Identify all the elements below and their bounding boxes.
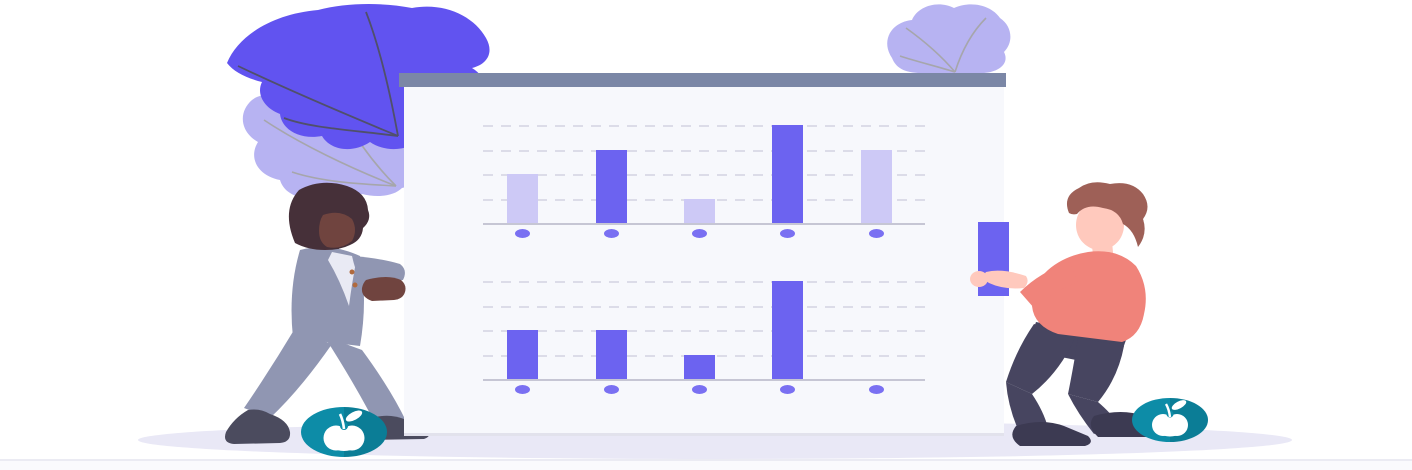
chart-bar: [771, 281, 803, 379]
board-bottom-shadow: [404, 433, 1004, 436]
axis-tick-dot: [691, 229, 707, 238]
axis-tick-dot: [691, 385, 707, 394]
apple-stem: [338, 413, 346, 430]
chart-bar: [506, 330, 538, 379]
axis-tick-dot: [514, 229, 530, 238]
bar-chart-bottom: [483, 281, 925, 394]
presentation-board: [404, 87, 1004, 433]
apple-logo-left: [301, 407, 387, 457]
bar-chart-top: [483, 125, 925, 238]
right-person-head: [1076, 200, 1124, 250]
chart-bar: [683, 198, 715, 223]
leaf-veins: [237, 11, 399, 137]
axis-tick-dot: [603, 229, 619, 238]
chart-gridline: [483, 281, 925, 283]
chart-bar: [595, 330, 627, 379]
leaf-veins: [899, 17, 987, 73]
chart-bar: [860, 149, 892, 223]
board-top-bar: [399, 73, 1006, 87]
jacket-button: [352, 282, 358, 288]
chart-gridline: [483, 305, 925, 308]
right-person-hand: [970, 271, 988, 287]
left-person-back-shoe: [225, 409, 291, 444]
right-light-leaf: [887, 4, 1011, 73]
x-axis: [483, 223, 925, 225]
bottom-divider-line: [0, 459, 1412, 461]
x-axis: [483, 379, 925, 381]
axis-tick-dot: [779, 385, 795, 394]
apple-leaf: [1171, 400, 1187, 410]
leaf-shape: [887, 4, 1011, 73]
chart-gridline: [483, 330, 925, 332]
chart-bar: [506, 174, 538, 223]
left-person: [225, 182, 406, 444]
right-person: [970, 182, 1167, 446]
jacket-button: [349, 269, 355, 275]
right-person-front-calf: [1006, 382, 1048, 434]
apple-body: [327, 429, 361, 451]
chart-bar: [771, 125, 803, 223]
axis-tick-dot: [868, 385, 884, 394]
axis-tick-dot: [603, 385, 619, 394]
right-person-front-shoe: [1012, 422, 1091, 446]
chart-bar: [595, 149, 627, 223]
left-person-shirt: [328, 252, 357, 306]
apple-body: [1155, 417, 1185, 437]
right-person-rear-thigh: [1068, 338, 1124, 402]
chart-gridline: [483, 149, 925, 152]
right-person-hair: [1066, 182, 1148, 247]
right-person-forearm: [984, 270, 1028, 289]
axis-tick-dot: [514, 385, 530, 394]
chart-gridline: [483, 174, 925, 176]
bottom-band: [0, 461, 1412, 470]
left-person-back-leg: [244, 330, 332, 418]
right-person-torso: [1032, 251, 1146, 342]
axis-tick-dot: [779, 229, 795, 238]
chart-gridline: [483, 125, 925, 127]
apple-logo-right: [1132, 398, 1208, 442]
apple-stem: [1164, 403, 1172, 418]
apple-leaf: [345, 410, 363, 422]
right-person-arm-sleeve: [1020, 262, 1078, 308]
left-person-front-leg: [324, 336, 407, 437]
left-person-face: [319, 212, 355, 248]
axis-tick-dot: [868, 229, 884, 238]
left-person-forearm-hand: [361, 277, 406, 301]
right-person-front-thigh: [1006, 324, 1076, 394]
chart-bar: [683, 354, 715, 379]
